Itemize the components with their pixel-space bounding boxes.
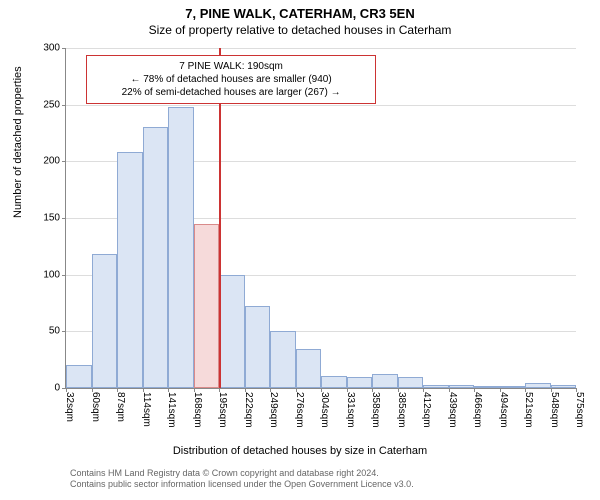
- gridline: [66, 48, 576, 49]
- histogram-bar: [423, 385, 449, 388]
- histogram-bar: [474, 386, 500, 388]
- xtick-label: 304sqm: [319, 392, 330, 428]
- ytick-label: 150: [43, 213, 66, 224]
- page-title: 7, PINE WALK, CATERHAM, CR3 5EN: [0, 0, 600, 21]
- xtick-label: 87sqm: [115, 392, 126, 422]
- xtick-label: 195sqm: [217, 392, 228, 428]
- xtick-label: 331sqm: [345, 392, 356, 428]
- histogram-bar: [321, 376, 347, 388]
- ytick-label: 200: [43, 156, 66, 167]
- license-text: Contains HM Land Registry data © Crown c…: [70, 468, 414, 491]
- page-subtitle: Size of property relative to detached ho…: [0, 21, 600, 37]
- annotation-line: 7 PINE WALK: 190sqm: [93, 60, 368, 73]
- xtick-label: 358sqm: [370, 392, 381, 428]
- annotation-line: ← 78% of detached houses are smaller (94…: [93, 73, 368, 86]
- histogram-bar: [296, 349, 322, 388]
- xtick-label: 385sqm: [396, 392, 407, 428]
- histogram-bar: [168, 107, 194, 388]
- annotation-line: 22% of semi-detached houses are larger (…: [93, 86, 368, 99]
- xtick-label: 494sqm: [498, 392, 509, 428]
- x-axis-label: Distribution of detached houses by size …: [0, 445, 600, 457]
- ytick-label: 100: [43, 269, 66, 280]
- histogram-bar: [92, 254, 118, 388]
- xtick-label: 548sqm: [549, 392, 560, 428]
- gridline: [66, 105, 576, 106]
- histogram-bar: [500, 386, 526, 388]
- xtick-label: 439sqm: [447, 392, 458, 428]
- histogram-bar: [245, 306, 271, 388]
- histogram-bar: [270, 331, 296, 388]
- histogram-bar: [117, 152, 143, 388]
- license-line-1: Contains HM Land Registry data © Crown c…: [70, 468, 414, 479]
- license-line-2: Contains public sector information licen…: [70, 479, 414, 490]
- xtick-label: 249sqm: [268, 392, 279, 428]
- y-axis-label: Number of detached properties: [12, 66, 24, 218]
- histogram-bar: [372, 374, 398, 388]
- histogram-bar: [449, 385, 475, 388]
- histogram-bar: [525, 383, 551, 388]
- xtick-label: 168sqm: [192, 392, 203, 428]
- xtick-label: 141sqm: [166, 392, 177, 428]
- xtick-label: 60sqm: [90, 392, 101, 422]
- xtick-label: 222sqm: [243, 392, 254, 428]
- xtick-label: 32sqm: [64, 392, 75, 422]
- histogram-bar: [194, 224, 220, 388]
- xtick-label: 521sqm: [523, 392, 534, 428]
- plot-area: 0501001502002503007 PINE WALK: 190sqm← 7…: [65, 48, 576, 389]
- ytick-label: 50: [49, 326, 66, 337]
- xtick-label: 114sqm: [141, 392, 152, 427]
- xtick-label: 412sqm: [421, 392, 432, 428]
- histogram-bar: [347, 377, 373, 388]
- histogram-bar: [551, 385, 577, 388]
- chart-container: 7, PINE WALK, CATERHAM, CR3 5EN Size of …: [0, 0, 600, 500]
- histogram-bar: [219, 275, 245, 388]
- histogram-bar: [398, 377, 424, 388]
- xtick-label: 276sqm: [294, 392, 305, 428]
- xtick-label: 575sqm: [574, 392, 585, 428]
- ytick-label: 250: [43, 99, 66, 110]
- histogram-bar: [66, 365, 92, 388]
- xtick-label: 466sqm: [472, 392, 483, 428]
- annotation-box: 7 PINE WALK: 190sqm← 78% of detached hou…: [86, 55, 375, 104]
- histogram-bar: [143, 127, 169, 388]
- ytick-label: 300: [43, 43, 66, 54]
